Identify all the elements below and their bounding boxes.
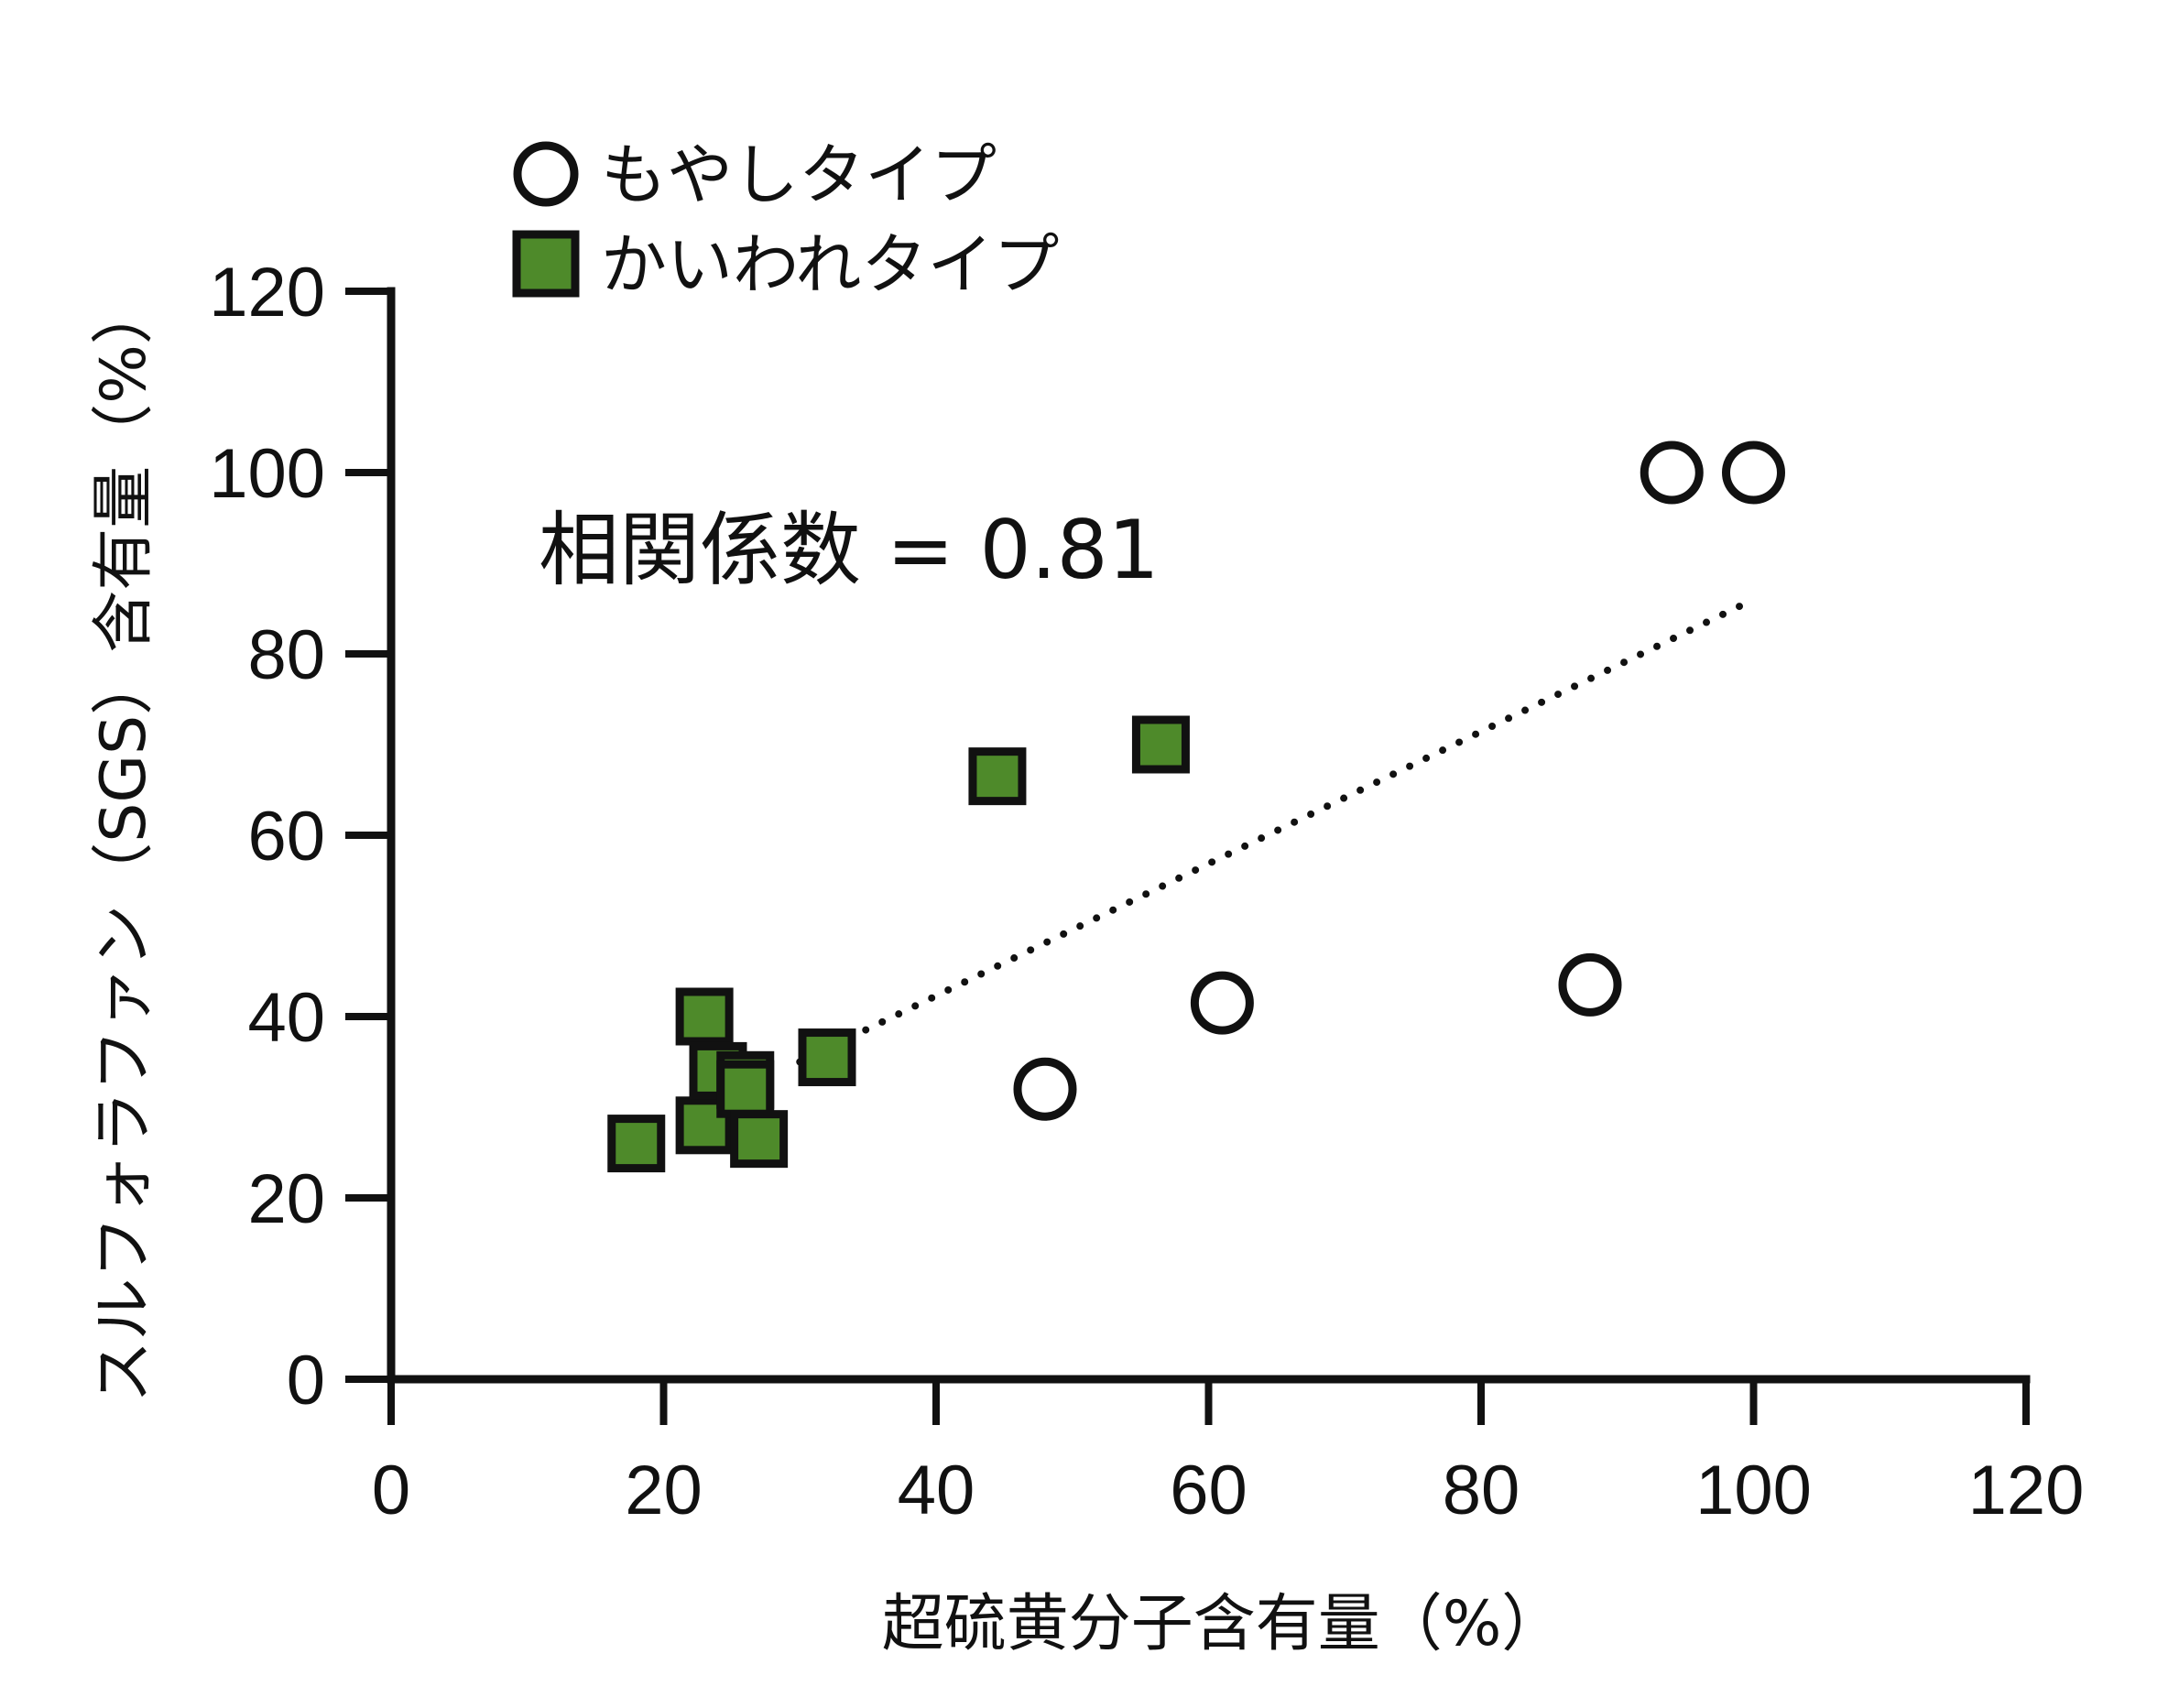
correlation-annotation: 相関係数 = 0.81 — [539, 503, 1160, 597]
data-point-square — [607, 1115, 666, 1173]
y-tick-label: 20 — [247, 1160, 325, 1238]
data-point-circle — [1722, 441, 1785, 505]
y-tick-label: 60 — [247, 798, 325, 876]
data-point-circle — [1640, 441, 1704, 505]
legend-marker-circle — [513, 141, 579, 207]
y-tick-label: 120 — [209, 254, 325, 332]
x-tick-label: 120 — [1968, 1452, 2085, 1529]
x-axis-ticks: 0 20 40 60 80 100 120 — [372, 1379, 2085, 1529]
data-point-circle — [1013, 1057, 1077, 1121]
data-point-square — [798, 1028, 856, 1087]
x-axis-title: 超硫黄分子含有量（%） — [882, 1588, 1564, 1660]
y-tick-label: 100 — [209, 435, 325, 513]
data-point-square — [730, 1110, 789, 1169]
y-axis-ticks: 0 20 40 60 80 100 120 — [209, 254, 391, 1420]
data-points — [607, 441, 1785, 1173]
data-point-circle — [1190, 971, 1254, 1035]
legend-label: かいわれタイプ — [601, 226, 1059, 303]
x-tick-label: 60 — [1170, 1452, 1247, 1529]
x-tick-label: 20 — [625, 1452, 703, 1529]
trendline — [796, 595, 1758, 1066]
y-tick-label: 40 — [247, 979, 325, 1057]
x-tick-label: 80 — [1443, 1452, 1520, 1529]
legend-marker-square — [512, 230, 580, 298]
y-tick-label: 80 — [247, 616, 325, 694]
legend-label: もやしタイプ — [601, 136, 997, 213]
axes — [387, 287, 2031, 1384]
x-tick-label: 100 — [1695, 1452, 1812, 1529]
data-point-square — [675, 987, 734, 1046]
data-point-square — [716, 1060, 775, 1118]
trendline-group — [796, 595, 1758, 1066]
x-tick-label: 0 — [372, 1452, 410, 1529]
y-tick-label: 0 — [287, 1342, 325, 1420]
data-point-square — [1131, 715, 1190, 774]
data-point-circle — [1558, 952, 1622, 1017]
x-tick-label: 40 — [898, 1452, 975, 1529]
data-point-square — [968, 747, 1027, 806]
y-axis-title: スルフォラファン（SGS）含有量（%） — [88, 282, 160, 1403]
